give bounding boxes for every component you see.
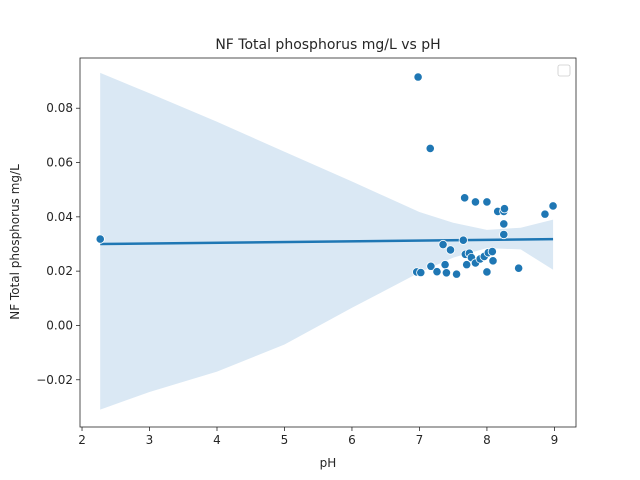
data-point — [441, 268, 452, 278]
data-point — [460, 193, 470, 203]
data-point — [426, 261, 436, 271]
data-point — [451, 269, 462, 279]
data-point — [440, 260, 450, 270]
data-point — [413, 72, 423, 82]
y-axis-ticks: −0.02 0.00 0.02 0.04 0.06 0.08 — [36, 101, 80, 387]
y-axis-label: NF Total phosphorus mg/L — [8, 164, 22, 320]
y-tick-label: 0.00 — [46, 318, 73, 332]
x-tick-label: 5 — [281, 433, 289, 447]
x-tick-label: 3 — [146, 433, 154, 447]
data-point — [458, 235, 468, 245]
x-axis-ticks: 2 3 4 5 6 7 8 9 — [78, 427, 558, 447]
data-point — [499, 229, 509, 240]
data-point — [499, 204, 510, 214]
data-point — [416, 267, 426, 278]
data-points-layer — [95, 72, 558, 279]
data-point — [462, 260, 472, 270]
data-point — [499, 219, 509, 229]
x-tick-label: 2 — [78, 433, 86, 447]
data-point — [548, 201, 558, 211]
y-tick-label: 0.04 — [46, 210, 73, 224]
data-point — [540, 209, 550, 219]
data-point — [432, 267, 442, 277]
y-tick-label: 0.08 — [46, 101, 73, 115]
data-point — [482, 197, 492, 207]
data-point — [470, 197, 481, 207]
data-point — [482, 267, 492, 277]
regression-line-layer — [100, 237, 554, 246]
legend-box — [557, 64, 571, 77]
data-point — [425, 143, 435, 154]
x-tick-label: 8 — [483, 433, 491, 447]
x-tick-label: 9 — [551, 433, 559, 447]
x-tick-label: 4 — [213, 433, 221, 447]
data-point — [438, 239, 448, 250]
y-tick-label: −0.02 — [36, 373, 73, 387]
data-point — [514, 263, 524, 273]
data-point — [487, 246, 497, 257]
plot-frame — [79, 57, 577, 428]
data-point — [95, 234, 105, 244]
regression-line — [100, 237, 554, 246]
chart-title: NF Total phosphorus mg/L vs pH — [215, 37, 440, 53]
x-axis-label: pH — [320, 456, 337, 470]
data-point — [445, 245, 456, 255]
y-tick-label: 0.06 — [46, 156, 73, 170]
x-tick-label: 6 — [348, 433, 356, 447]
x-tick-label: 7 — [416, 433, 424, 447]
y-tick-label: 0.02 — [46, 264, 73, 278]
data-point — [488, 256, 498, 266]
